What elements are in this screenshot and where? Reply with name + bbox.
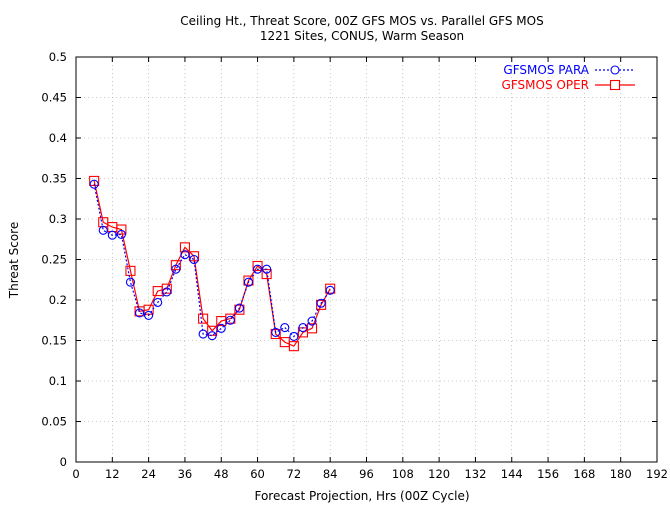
legend-marker-circle — [610, 65, 620, 75]
x-tick-label: 36 — [178, 467, 193, 481]
x-tick-label: 144 — [501, 467, 523, 481]
data-point-gfsmos-oper — [125, 265, 136, 276]
data-point-gfsmos-para — [125, 277, 136, 287]
series-layer — [89, 175, 336, 352]
data-point-gfsmos-oper — [179, 242, 190, 253]
data-point-gfsmos-para — [153, 297, 163, 307]
data-point-gfsmos-para — [134, 308, 145, 318]
series-line-gfsmos-para — [93, 184, 331, 338]
data-point-gfsmos-oper — [188, 251, 200, 262]
data-point-gfsmos-para — [262, 264, 272, 274]
data-point-gfsmos-para — [234, 303, 244, 313]
data-point-gfsmos-oper — [243, 275, 254, 286]
data-point-gfsmos-oper — [288, 341, 299, 352]
legend-marker-square — [609, 79, 621, 91]
x-tick-label: 180 — [610, 467, 632, 481]
x-tick-label: 156 — [537, 467, 559, 481]
data-point-gfsmos-oper — [161, 283, 172, 294]
y-tick-label: 0.3 — [49, 212, 67, 226]
data-point-gfsmos-para — [280, 322, 290, 333]
data-point-gfsmos-para — [325, 285, 335, 295]
data-point-gfsmos-oper — [325, 283, 336, 294]
chart-subtitle: 1221 Sites, CONUS, Warm Season — [260, 29, 464, 43]
data-point-gfsmos-para — [189, 254, 199, 265]
y-tick-label: 0.2 — [49, 293, 67, 307]
data-point-gfsmos-para — [271, 327, 281, 337]
data-point-gfsmos-oper — [316, 299, 327, 310]
y-tick-label: 0.4 — [49, 131, 67, 145]
data-point-gfsmos-para — [289, 331, 299, 342]
x-tick-label: 168 — [573, 467, 595, 481]
y-tick-label: 0.5 — [49, 50, 67, 64]
y-tick-label: 0.25 — [41, 253, 67, 267]
x-tick-label: 0 — [72, 467, 79, 481]
x-tick-label: 132 — [464, 467, 486, 481]
x-tick-label: 108 — [392, 467, 414, 481]
x-tick-label: 12 — [105, 467, 120, 481]
series-line-gfsmos-oper — [93, 180, 331, 347]
data-point-gfsmos-para — [216, 323, 226, 333]
data-point-gfsmos-para — [198, 329, 208, 339]
data-point-gfsmos-para — [298, 322, 308, 333]
data-point-gfsmos-para — [171, 264, 181, 274]
y-tick-label: 0.05 — [41, 415, 67, 429]
x-tick-label: 72 — [287, 467, 302, 481]
x-tick-label: 120 — [428, 467, 450, 481]
x-tick-label: 60 — [250, 467, 265, 481]
x-tick-label: 48 — [214, 467, 229, 481]
data-point-gfsmos-para — [116, 229, 126, 239]
x-tick-label: 24 — [141, 467, 156, 481]
data-point-gfsmos-oper — [252, 260, 263, 272]
data-point-gfsmos-oper — [270, 328, 281, 340]
data-point-gfsmos-para — [207, 331, 217, 341]
plot-frame — [75, 56, 658, 463]
legend-label: GFSMOS PARA — [503, 63, 589, 77]
data-point-gfsmos-oper — [225, 313, 236, 324]
grid-lines — [76, 57, 657, 462]
data-point-gfsmos-para — [98, 225, 108, 235]
data-point-gfsmos-para — [243, 277, 254, 287]
y-tick-label: 0.15 — [41, 334, 67, 348]
data-point-gfsmos-para — [144, 310, 154, 320]
chart-title: Ceiling Ht., Threat Score, 00Z GFS MOS v… — [180, 14, 543, 28]
y-tick-label: 0 — [60, 455, 67, 469]
data-point-gfsmos-para — [89, 179, 99, 189]
y-axis-label: Threat Score — [7, 222, 21, 299]
axis-ticks: 0 12 24 36 48 60 72 84 96 108 120 132 144 156 168 180 19… — [41, 50, 668, 481]
y-tick-label: 0.1 — [49, 374, 67, 388]
data-point-gfsmos-para — [107, 230, 117, 240]
data-point-gfsmos-para — [180, 250, 190, 260]
data-point-gfsmos-para — [253, 264, 263, 274]
y-tick-label: 0.35 — [41, 172, 67, 186]
data-point-gfsmos-oper — [306, 323, 318, 334]
x-tick-label: 192 — [646, 467, 668, 481]
data-point-gfsmos-para — [162, 287, 172, 297]
data-point-gfsmos-oper — [207, 325, 218, 336]
data-point-gfsmos-para — [307, 316, 317, 326]
x-tick-label: 84 — [323, 467, 338, 481]
data-point-gfsmos-para — [316, 298, 326, 308]
y-tick-label: 0.45 — [41, 91, 67, 105]
legend-label: GFSMOS OPER — [502, 78, 589, 92]
data-point-gfsmos-oper — [170, 260, 181, 271]
x-axis-label: Forecast Projection, Hrs (00Z Cycle) — [254, 489, 469, 503]
data-point-gfsmos-oper — [234, 304, 245, 315]
data-point-gfsmos-oper — [143, 304, 154, 315]
data-point-gfsmos-oper — [116, 224, 127, 235]
data-point-gfsmos-oper — [198, 313, 209, 324]
data-point-gfsmos-para — [225, 315, 235, 325]
x-tick-label: 96 — [359, 467, 374, 481]
